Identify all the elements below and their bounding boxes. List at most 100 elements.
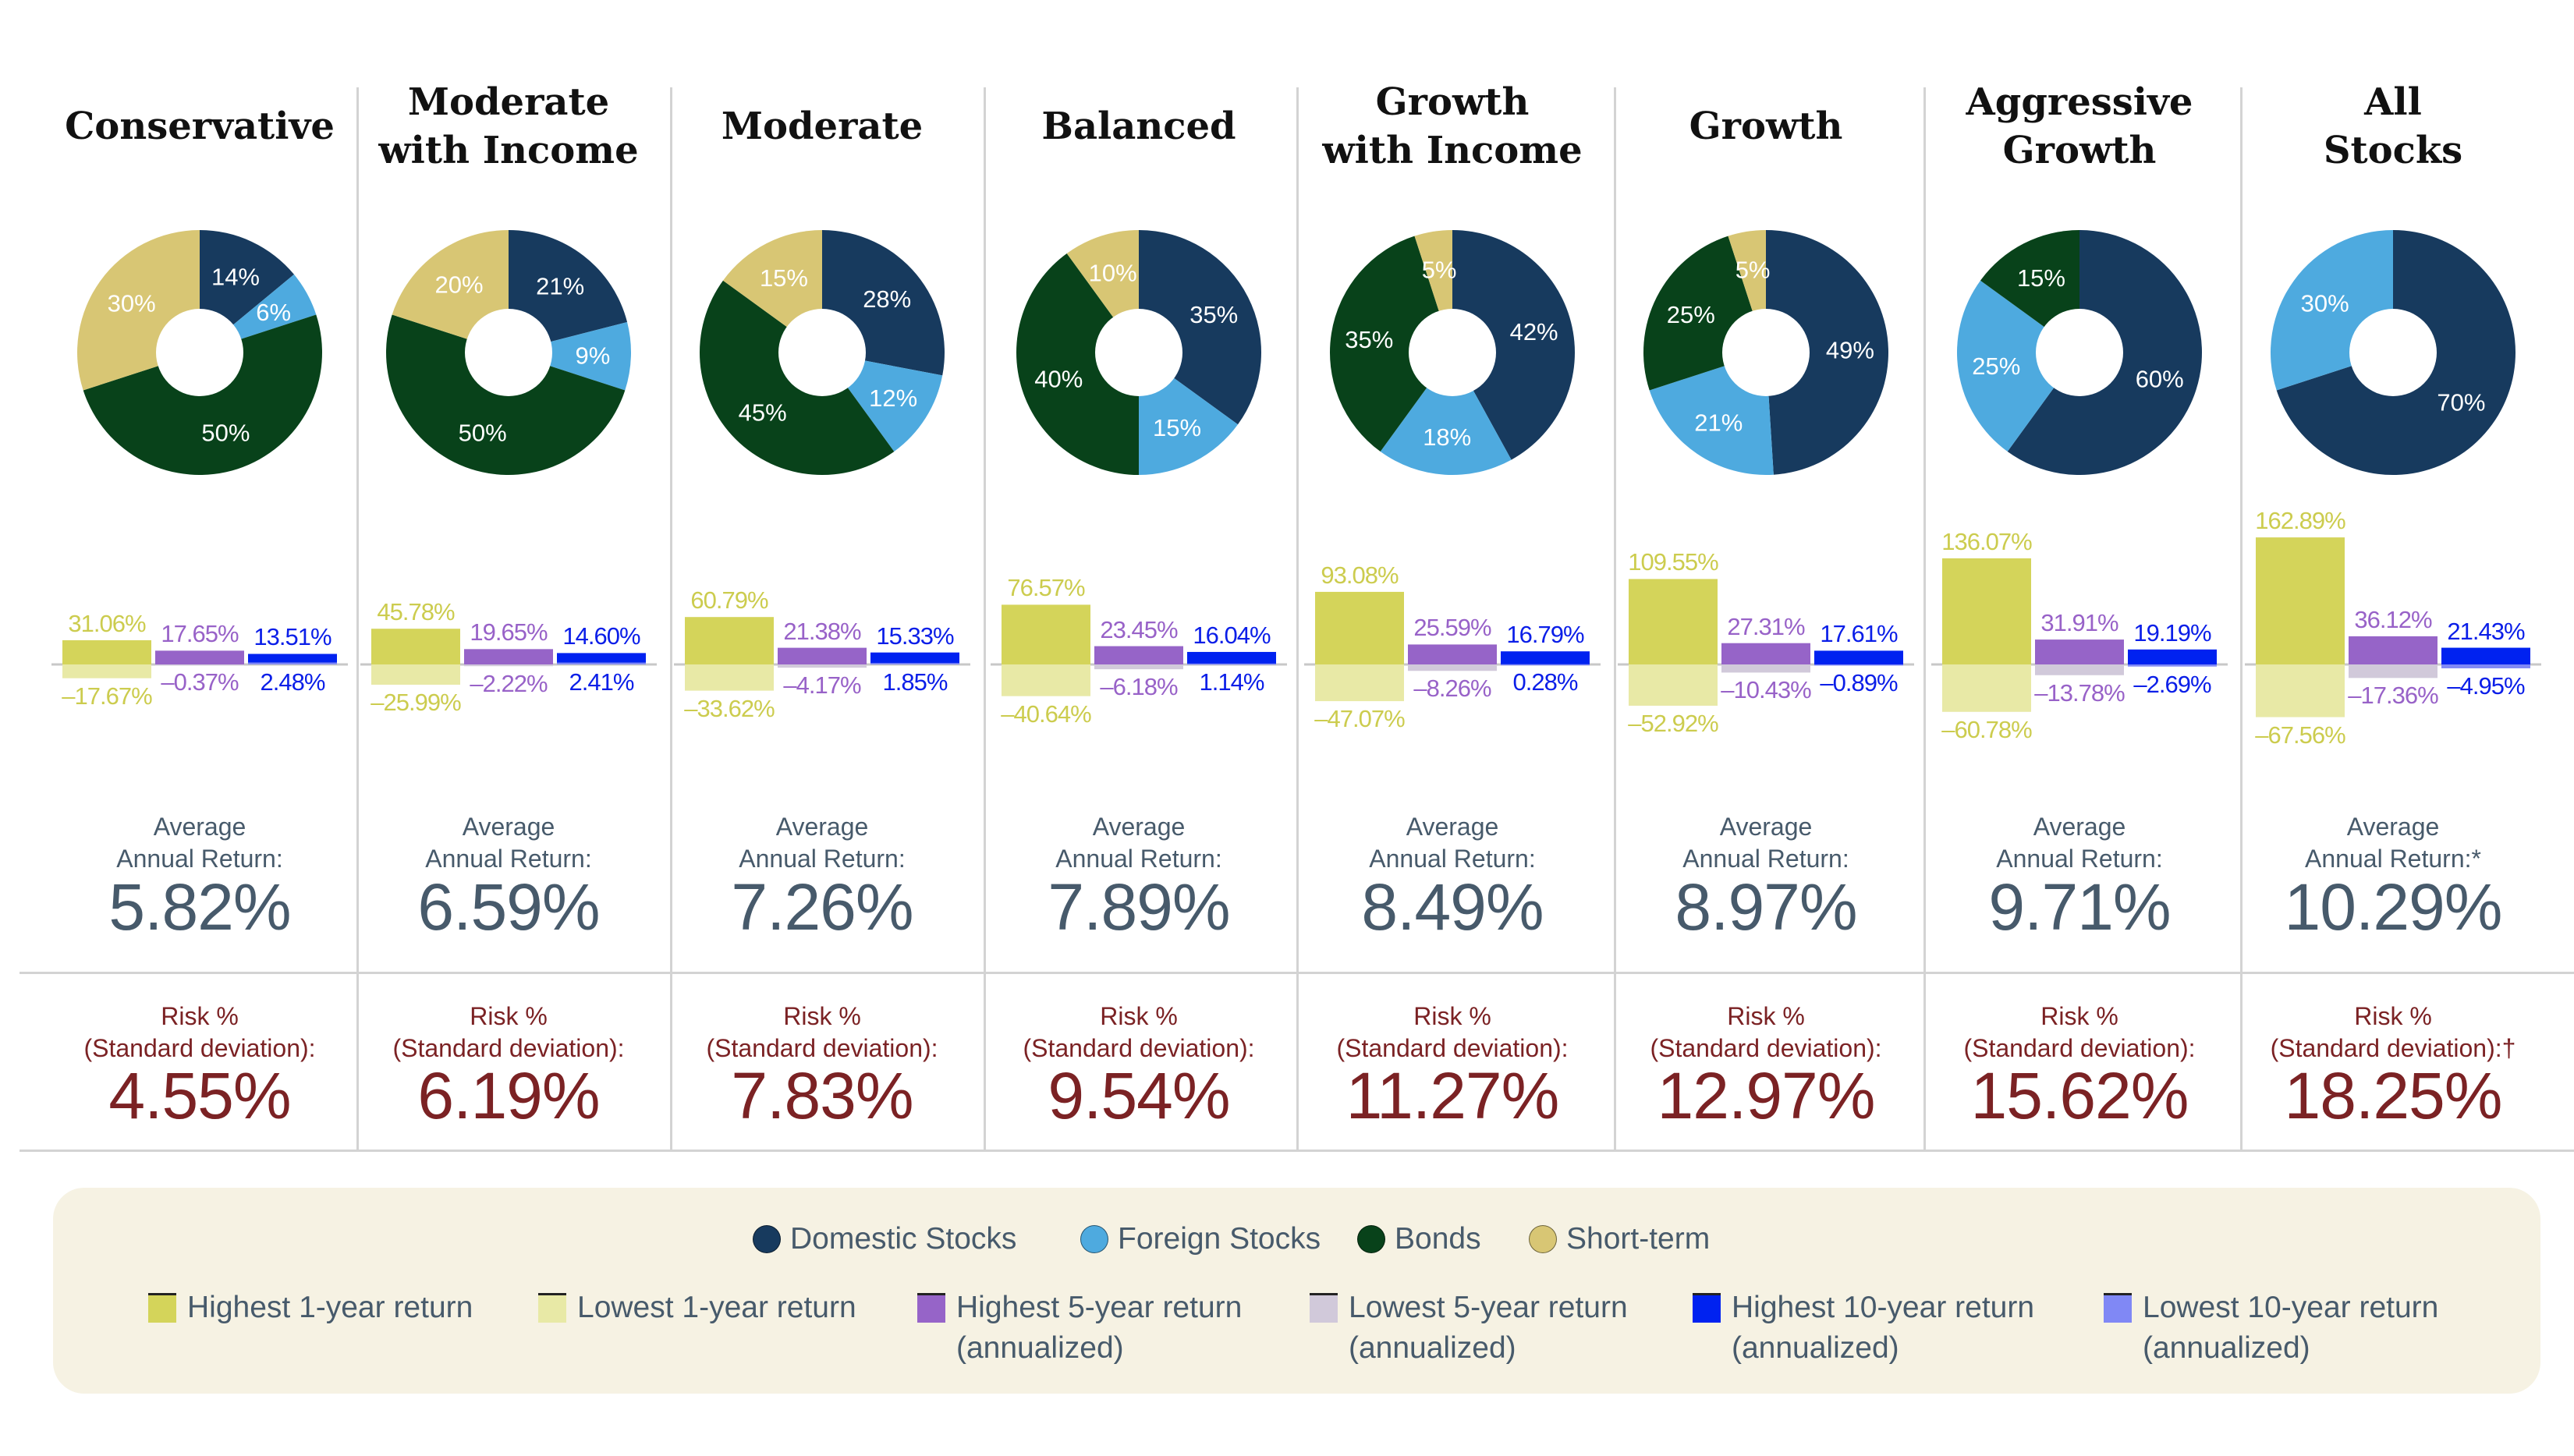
pie-slice-label: 14% <box>211 263 260 290</box>
pie-slice-domestic-stocks <box>1139 230 1261 425</box>
row-divider <box>20 972 2574 974</box>
bar-low-5yr <box>464 664 553 667</box>
bar-high-10yr <box>2128 649 2217 664</box>
row-divider <box>20 1150 2574 1152</box>
column-title-line: with Income <box>378 129 639 172</box>
legend-swatch-icon <box>2104 1293 2132 1323</box>
legend-text: Highest 5-year return (annualized) <box>956 1288 1242 1369</box>
legend-dot-icon <box>753 1225 781 1253</box>
column-title-line: Moderate <box>721 105 924 148</box>
bar-label-high-5yr: 23.45% <box>1100 615 1178 643</box>
bar-label-low-5yr: –0.37% <box>161 668 239 696</box>
column-title: Growth <box>1610 102 1922 151</box>
pie-slice-foreign-stocks <box>509 321 631 391</box>
pie-slice-label: 20% <box>434 271 483 299</box>
pie-hole <box>2036 309 2123 396</box>
column-title-line: Balanced <box>1041 105 1236 148</box>
column-title-line: Growth <box>2002 129 2157 172</box>
bar-label-high-10yr: 13.51% <box>254 623 332 651</box>
bar-label-high-1yr: 76.57% <box>1007 574 1085 602</box>
avg-return-label: Annual Return: <box>116 845 283 873</box>
legend-text: Lowest 1-year return <box>577 1288 856 1328</box>
bar-label-high-5yr: 36.12% <box>2354 605 2432 633</box>
column-title-line: Moderate <box>407 80 610 124</box>
pie-slice-domestic-stocks <box>1766 230 1889 475</box>
bar-high-5yr <box>464 649 553 664</box>
avg-return-label: Average <box>1092 813 1186 841</box>
bar-label-high-10yr: 15.33% <box>876 622 954 650</box>
legend-label: Highest 10-year return <box>1732 1291 2035 1324</box>
column-title-line: with Income <box>1322 129 1583 172</box>
bar-high-5yr <box>155 650 244 664</box>
avg-return-value: 8.97% <box>1675 870 1857 944</box>
bar-label-low-1yr: –33.62% <box>684 694 775 722</box>
column-title: Moderate with Income <box>353 78 665 175</box>
bar-high-5yr <box>2349 636 2438 664</box>
pie-slice-label: 9% <box>576 342 611 369</box>
legend-dot-icon <box>1357 1225 1385 1253</box>
risk-value: 15.62% <box>1970 1059 2189 1132</box>
legend-swatch-icon <box>538 1293 566 1323</box>
legend: Domestic Stocks Foreign Stocks Bonds Short-… <box>53 1188 2540 1394</box>
bar-low-5yr <box>155 664 244 666</box>
avg-return-label: Average <box>2346 813 2440 841</box>
bar-label-high-5yr: 31.91% <box>2040 609 2118 637</box>
pie-hole <box>778 309 866 396</box>
bar-label-high-5yr: 25.59% <box>1413 614 1491 642</box>
bar-high-5yr <box>1094 646 1183 664</box>
bar-high-5yr <box>2035 639 2124 664</box>
bar-high-10yr <box>1187 651 1276 664</box>
avg-return-label: Average <box>2033 813 2126 841</box>
pie-slice-label: 49% <box>1826 337 1874 364</box>
legend-item-bar: Lowest 10-year return (annualized) <box>2104 1288 2438 1369</box>
bar-label-low-1yr: –17.67% <box>62 682 152 710</box>
bar-high-1yr <box>371 629 460 664</box>
bar-label-low-1yr: –60.78% <box>1941 715 2032 743</box>
bar-high-10yr <box>2441 647 2530 664</box>
bar-label-low-1yr: –52.92% <box>1628 709 1718 737</box>
risk-label: (Standard deviation): <box>706 1034 938 1062</box>
column-divider <box>356 87 359 1150</box>
legend-label: Short-term <box>1566 1222 1711 1256</box>
legend-dot-icon <box>1529 1225 1557 1253</box>
pie-slice-label: 21% <box>536 273 584 300</box>
risk-label: Risk % <box>2040 1002 2118 1030</box>
pie-slice-label: 6% <box>256 299 291 326</box>
risk-label: (Standard deviation): <box>83 1034 316 1062</box>
bar-low-5yr <box>2035 664 2124 675</box>
bar-label-high-10yr: 14.60% <box>562 622 640 650</box>
pie-slice-label: 35% <box>1190 301 1238 328</box>
bar-high-5yr <box>1408 644 1497 664</box>
bar-low-10yr <box>2441 664 2530 668</box>
risk-value: 11.27% <box>1346 1059 1560 1132</box>
pie-slice-label: 50% <box>201 420 250 447</box>
pie-slice-label: 5% <box>1736 256 1771 283</box>
avg-return-label: Average <box>1406 813 1499 841</box>
avg-return-value: 9.71% <box>1988 870 2171 944</box>
bar-label-low-10yr: –2.69% <box>2133 670 2211 698</box>
column-divider <box>2240 87 2242 1150</box>
pie-slice-label: 25% <box>1972 352 2020 380</box>
legend-text: Highest 1-year return <box>187 1288 473 1328</box>
column-divider <box>984 87 986 1150</box>
bar-label-high-10yr: 17.61% <box>1820 620 1898 648</box>
legend-item-short-term: Short-term <box>1529 1219 1710 1259</box>
bar-low-1yr <box>1315 664 1404 702</box>
column-title: All Stocks <box>2237 78 2549 175</box>
pie-slice-label: 60% <box>2136 365 2184 392</box>
column-title: Conservative <box>44 102 356 151</box>
bar-high-1yr <box>1629 579 1718 664</box>
bar-low-5yr <box>1094 664 1183 670</box>
column-title-line: All <box>2364 80 2422 124</box>
legend-item-bonds: Bonds <box>1357 1219 1481 1259</box>
bar-low-1yr <box>1629 664 1718 706</box>
bar-low-5yr <box>778 664 867 668</box>
bar-low-10yr <box>557 662 646 664</box>
column-title: Aggressive Growth <box>1923 78 2235 175</box>
avg-return-label: Annual Return: <box>1369 845 1536 873</box>
bar-low-5yr <box>1721 664 1810 673</box>
avg-return-value: 7.26% <box>731 870 913 944</box>
bar-label-high-10yr: 19.19% <box>2133 618 2211 647</box>
pie-slice-label: 28% <box>863 285 911 313</box>
bar-low-10yr <box>2128 664 2217 667</box>
